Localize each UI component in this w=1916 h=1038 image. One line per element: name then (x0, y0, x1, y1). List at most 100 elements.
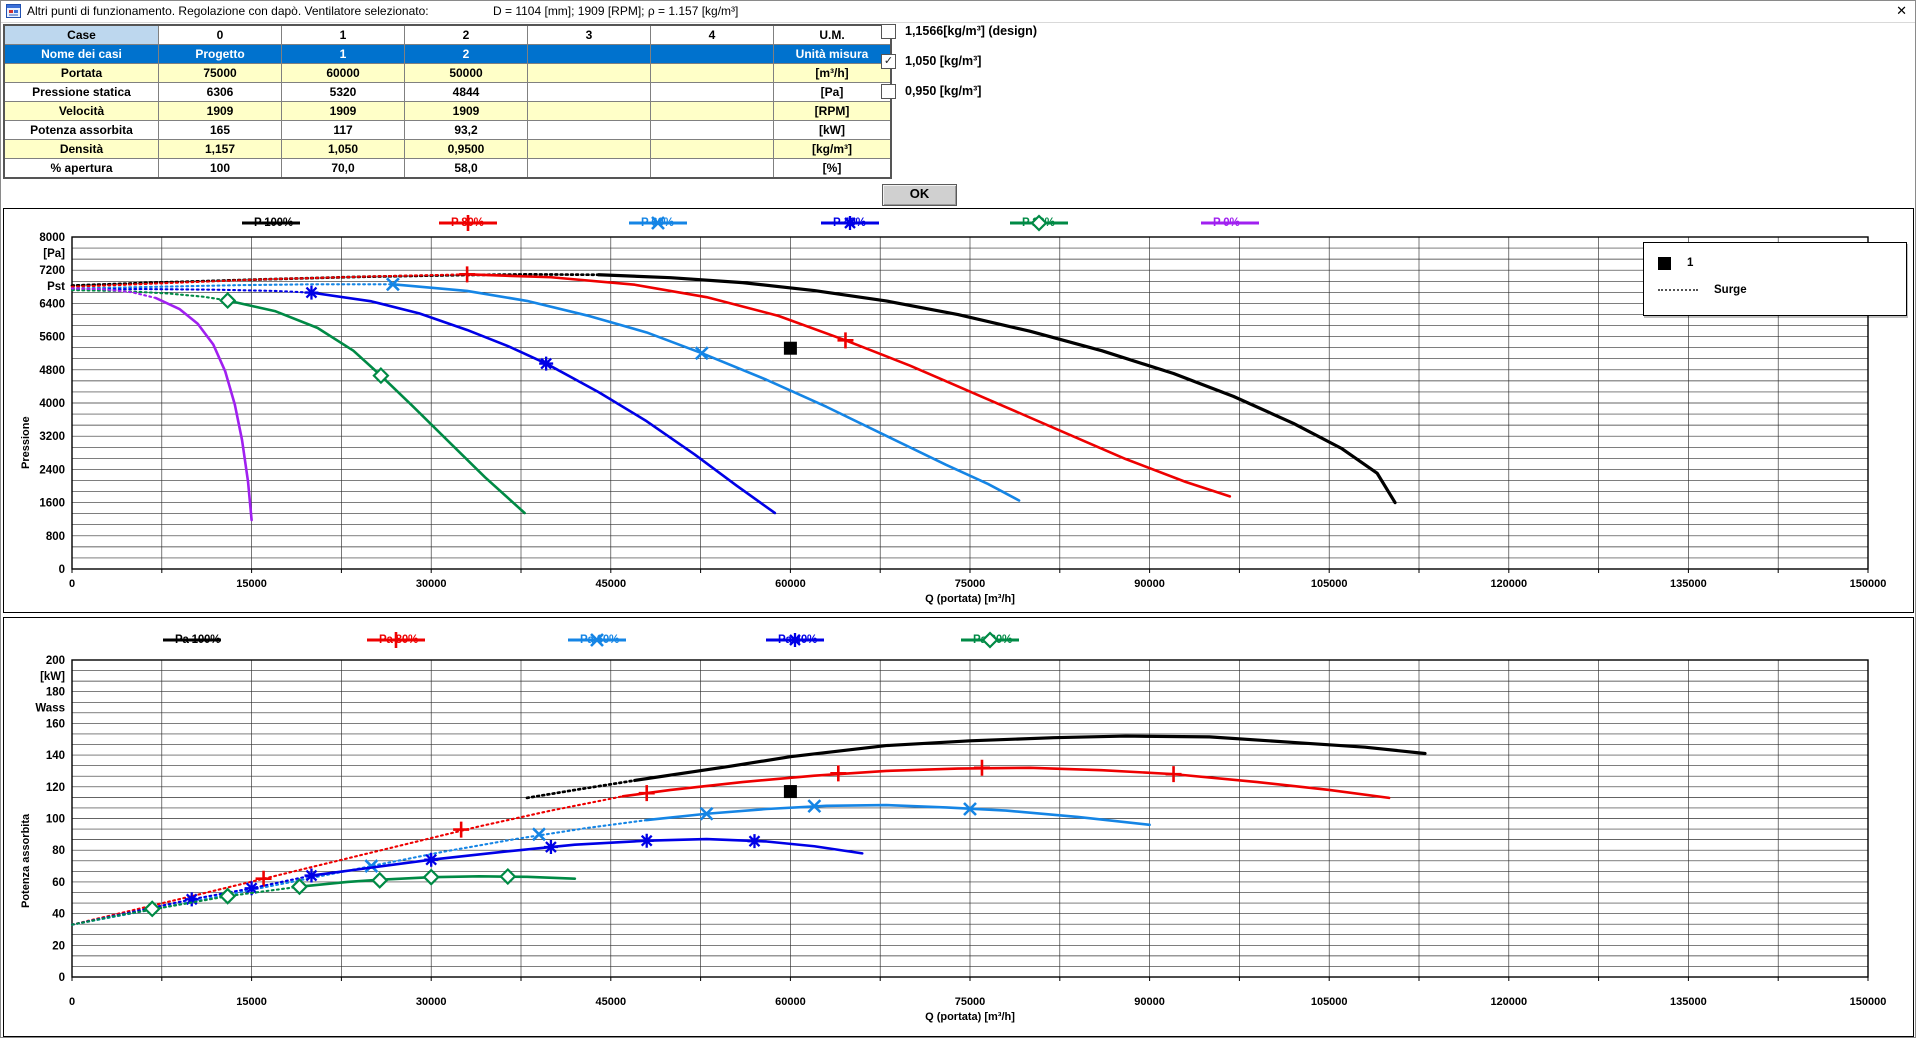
svg-text:105000: 105000 (1311, 996, 1348, 1008)
svg-text:150000: 150000 (1850, 996, 1887, 1008)
case-column-header: 3 (527, 24, 651, 45)
case-column-header: 1 (281, 24, 405, 45)
svg-text:135000: 135000 (1670, 578, 1707, 590)
case-value-cell[interactable]: 0,9500 (404, 139, 528, 159)
case-value-cell[interactable]: 1,050 (281, 139, 405, 159)
row-label: Pressione statica (3, 82, 159, 102)
svg-text:40: 40 (52, 909, 65, 921)
svg-text:5600: 5600 (39, 332, 65, 344)
table-row: Velocità 1909 1909 1909 [RPM] (3, 101, 892, 121)
row-unit: [Pa] (773, 82, 892, 102)
svg-text:105000: 105000 (1311, 578, 1348, 590)
svg-text:0: 0 (59, 972, 65, 984)
cases-table: Case 0 1 2 3 4 U.M. Nome dei casi Progetto 1 2 Unit… (3, 24, 892, 179)
case-value-cell[interactable]: 93,2 (404, 120, 528, 140)
density-option-label: 1,1566[kg/m³] (design) (905, 24, 1037, 38)
case-column-header: 4 (650, 24, 774, 45)
row-unit: [RPM] (773, 101, 892, 121)
checkbox-unchecked-icon[interactable] (881, 83, 896, 99)
case-value-cell[interactable]: 6306 (158, 82, 282, 102)
svg-text:180: 180 (46, 687, 65, 699)
legend-item: Pa 20% (959, 630, 1019, 650)
case-value-cell[interactable] (527, 82, 651, 102)
table-row: Portata 75000 60000 50000 [m³/h] (3, 63, 892, 83)
case-value-cell[interactable] (650, 44, 774, 64)
ok-button[interactable]: OK (882, 184, 957, 206)
case-value-cell[interactable]: 50000 (404, 63, 528, 83)
case-header-label: Case (3, 24, 159, 45)
case-value-cell[interactable]: 60000 (281, 63, 405, 83)
svg-text:80: 80 (52, 845, 65, 857)
app-icon (6, 4, 21, 18)
table-row: Potenza assorbita 165 117 93,2 [kW] (3, 120, 892, 140)
case-value-cell[interactable] (527, 101, 651, 121)
case-value-cell[interactable]: 58,0 (404, 158, 528, 179)
um-column-header: U.M. (773, 24, 892, 45)
working-point-marker (783, 785, 797, 799)
legend-item: Pa 40% (764, 630, 824, 650)
legend-item: Pa 100% (161, 630, 221, 650)
table-row: Case 0 1 2 3 4 U.M. (3, 24, 892, 45)
svg-text:90000: 90000 (1134, 996, 1165, 1008)
svg-text:Q (portata) [m³/h]: Q (portata) [m³/h] (925, 1011, 1015, 1023)
svg-text:15000: 15000 (236, 578, 267, 590)
case-value-cell[interactable]: 2 (404, 44, 528, 64)
case-value-cell[interactable]: 100 (158, 158, 282, 179)
case-value-cell[interactable]: 117 (281, 120, 405, 140)
pressure-chart: 0 15000 30000 45000 60000 75000 90000 105000 120… (3, 208, 1914, 613)
case-value-cell[interactable] (650, 139, 774, 159)
checkbox-checked-icon[interactable]: ✓ (881, 53, 896, 69)
case-value-cell[interactable] (527, 139, 651, 159)
case-value-cell[interactable]: Progetto (158, 44, 282, 64)
case-value-cell[interactable] (650, 120, 774, 140)
legend-item: P 20% (1008, 213, 1068, 233)
case-value-cell[interactable]: 1 (281, 44, 405, 64)
density-option-label: 1,050 [kg/m³] (905, 54, 982, 68)
svg-text:45000: 45000 (596, 578, 627, 590)
checkbox-unchecked-icon[interactable] (881, 23, 896, 39)
case-value-cell[interactable] (650, 82, 774, 102)
case-value-cell[interactable] (527, 158, 651, 179)
case-value-cell[interactable]: 75000 (158, 63, 282, 83)
row-unit: Unità misura (773, 44, 892, 64)
case-value-cell[interactable]: 70,0 (281, 158, 405, 179)
svg-text:160: 160 (46, 718, 65, 730)
svg-text:120000: 120000 (1490, 996, 1527, 1008)
case-value-cell[interactable]: 1,157 (158, 139, 282, 159)
svg-text:0: 0 (59, 564, 65, 576)
table-row: % apertura 100 70,0 58,0 [%] (3, 158, 892, 179)
svg-text:120: 120 (46, 782, 65, 794)
svg-text:60: 60 (52, 877, 65, 889)
case-value-cell[interactable]: 1909 (404, 101, 528, 121)
inner-legend-label: Surge (1714, 284, 1747, 296)
case-value-cell[interactable]: 5320 (281, 82, 405, 102)
surge-line-icon (1658, 289, 1698, 291)
svg-text:60000: 60000 (775, 578, 806, 590)
case-value-cell[interactable]: 165 (158, 120, 282, 140)
legend-item: P 40% (819, 213, 879, 233)
legend-item: Pa 80% (365, 630, 425, 650)
case-value-cell[interactable] (650, 63, 774, 83)
case-value-cell[interactable] (650, 158, 774, 179)
table-row: Densità 1,157 1,050 0,9500 [kg/m³] (3, 139, 892, 159)
close-icon[interactable]: ✕ (1896, 3, 1907, 18)
case-value-cell[interactable]: 1909 (158, 101, 282, 121)
inner-legend-row: Surge (1658, 282, 1747, 298)
case-value-cell[interactable]: 4844 (404, 82, 528, 102)
case-value-cell[interactable] (650, 101, 774, 121)
case-value-cell[interactable]: 1909 (281, 101, 405, 121)
svg-text:7200: 7200 (39, 265, 65, 277)
inner-legend-row: 1 (1658, 255, 1693, 271)
svg-text:60000: 60000 (775, 996, 806, 1008)
row-label: Potenza assorbita (3, 120, 159, 140)
row-label: Velocità (3, 101, 159, 121)
point-swatch-icon (1658, 256, 1671, 270)
working-point-marker (783, 341, 797, 355)
row-label: Portata (3, 63, 159, 83)
case-value-cell[interactable] (527, 120, 651, 140)
row-label: Densità (3, 139, 159, 159)
svg-text:200: 200 (46, 655, 65, 667)
svg-text:4000: 4000 (39, 398, 65, 410)
case-value-cell[interactable] (527, 44, 651, 64)
case-value-cell[interactable] (527, 63, 651, 83)
